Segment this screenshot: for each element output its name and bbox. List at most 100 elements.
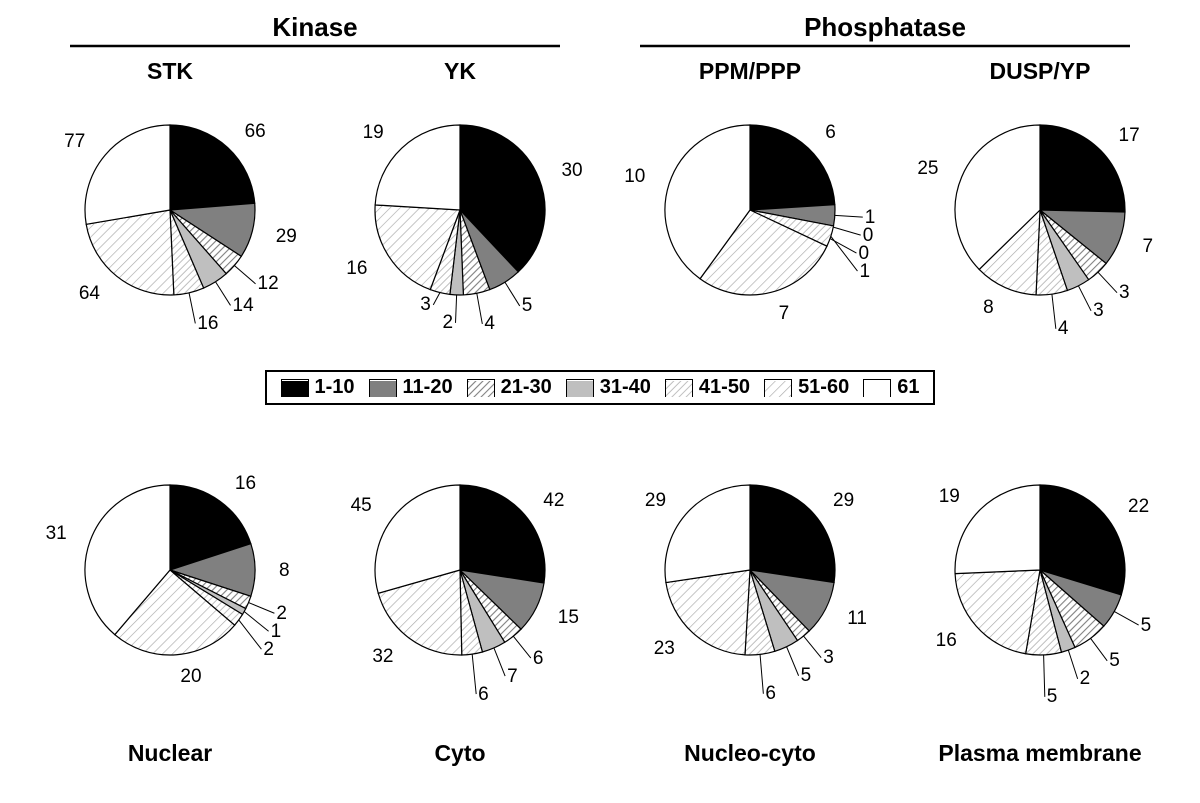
legend-swatch [281, 379, 309, 397]
pie-svg [880, 410, 1200, 730]
slice-label: 16 [346, 258, 367, 280]
slice-label: 5 [1109, 650, 1120, 672]
slice-label: 29 [276, 226, 297, 248]
pie-slice [1040, 125, 1125, 212]
legend-swatch [467, 379, 495, 397]
slice-label: 16 [936, 630, 957, 652]
legend-label: 31-40 [600, 376, 651, 399]
slice-label: 64 [79, 283, 100, 305]
slice-label: 7 [779, 303, 790, 325]
figure-canvas: KinasePhosphataseSTKYKPPM/PPPDUSP/YPNucl… [0, 0, 1200, 803]
pie-duspyp: 177334825 [880, 50, 1200, 370]
slice-label: 31 [46, 523, 67, 545]
slice-label: 3 [1093, 300, 1104, 322]
pie-plasma: 2255251619 [880, 410, 1200, 730]
pie-slice [460, 485, 545, 583]
slice-label: 14 [233, 295, 254, 317]
legend-label: 21-30 [501, 376, 552, 399]
slice-label: 7 [507, 666, 518, 688]
slice-label: 5 [522, 295, 533, 317]
pie-stk: 66 29 1214 16 64 77 [10, 50, 330, 370]
legend-swatch [369, 379, 397, 397]
pie-nuclear: 1682122031 [10, 410, 330, 730]
pie-yk: 30 5 4 23 16 19 [300, 50, 620, 370]
slice-label: 12 [258, 273, 279, 295]
chart-title-plasma: Plasma membrane [900, 740, 1180, 767]
slice-label: 66 [245, 121, 266, 143]
slice-label: 45 [351, 495, 372, 517]
slice-label: 2 [1080, 668, 1091, 690]
slice-label: 19 [363, 122, 384, 144]
legend-swatch [566, 379, 594, 397]
slice-label: 77 [64, 131, 85, 153]
legend-label: 61 [897, 376, 919, 399]
pie-slice [750, 485, 835, 583]
slice-label: 2 [263, 639, 274, 661]
legend-label: 1-10 [315, 376, 355, 399]
legend-swatch [665, 379, 693, 397]
slice-label: 10 [624, 166, 645, 188]
legend-item: 41-50 [665, 376, 750, 399]
pie-svg [880, 50, 1200, 370]
group-header: Kinase [115, 12, 515, 43]
slice-label: 3 [420, 294, 431, 316]
slice-label: 23 [654, 638, 675, 660]
slice-label: 8 [983, 297, 994, 319]
pie-slice [955, 570, 1040, 654]
slice-label: 3 [1119, 282, 1130, 304]
chart-title-nuclear: Nuclear [30, 740, 310, 767]
slice-label: 6 [765, 683, 776, 705]
slice-label: 6 [478, 684, 489, 706]
legend-item: 1-10 [281, 376, 355, 399]
slice-label: 6 [533, 648, 544, 670]
slice-label: 4 [484, 313, 495, 335]
slice-label: 8 [279, 560, 290, 582]
pie-svg [590, 50, 910, 370]
pie-svg [590, 410, 910, 730]
chart-title-cyto: Cyto [320, 740, 600, 767]
pie-slice [955, 485, 1040, 574]
legend-swatch [764, 379, 792, 397]
pie-svg [10, 50, 330, 370]
legend-label: 41-50 [699, 376, 750, 399]
slice-label: 15 [558, 607, 579, 629]
slice-label: 30 [561, 160, 582, 182]
pie-svg [300, 50, 620, 370]
slice-label: 5 [1141, 615, 1152, 637]
slice-label: 7 [1142, 236, 1153, 258]
legend-item: 21-30 [467, 376, 552, 399]
slice-label: 16 [197, 313, 218, 335]
slice-label: 5 [801, 665, 812, 687]
legend-item: 31-40 [566, 376, 651, 399]
legend: 1-10 11-20 21-30 31-40 41-50 51-60 61 [265, 370, 936, 405]
legend-label: 51-60 [798, 376, 849, 399]
group-header: Phosphatase [685, 12, 1085, 43]
slice-label: 3 [823, 647, 834, 669]
pie-cyto: 42 15 676 32 45 [300, 410, 620, 730]
pie-slice [666, 570, 750, 655]
slice-label: 32 [372, 646, 393, 668]
pie-nuccyto: 29 11 35 6 23 29 [590, 410, 910, 730]
chart-title-nuccyto: Nucleo-cyto [610, 740, 890, 767]
slice-label: 6 [825, 122, 836, 144]
slice-label: 29 [833, 490, 854, 512]
slice-label: 4 [1058, 318, 1069, 340]
slice-label: 42 [543, 490, 564, 512]
legend-swatch [863, 379, 891, 397]
slice-label: 29 [645, 490, 666, 512]
slice-label: 5 [1047, 686, 1058, 708]
pie-slice [375, 125, 460, 210]
slice-label: 11 [847, 608, 867, 630]
pie-slice [85, 125, 170, 224]
legend-item: 11-20 [369, 376, 453, 399]
pie-slice [170, 125, 255, 210]
slice-label: 20 [180, 666, 201, 688]
slice-label: 2 [442, 312, 453, 334]
pie-slice [750, 125, 835, 210]
slice-label: 19 [939, 486, 960, 508]
slice-label: 25 [917, 158, 938, 180]
pie-slice [665, 485, 750, 583]
slice-label: 1 [859, 261, 870, 283]
legend-label: 11-20 [403, 376, 453, 399]
pie-ppmppp: 61001710 [590, 50, 910, 370]
